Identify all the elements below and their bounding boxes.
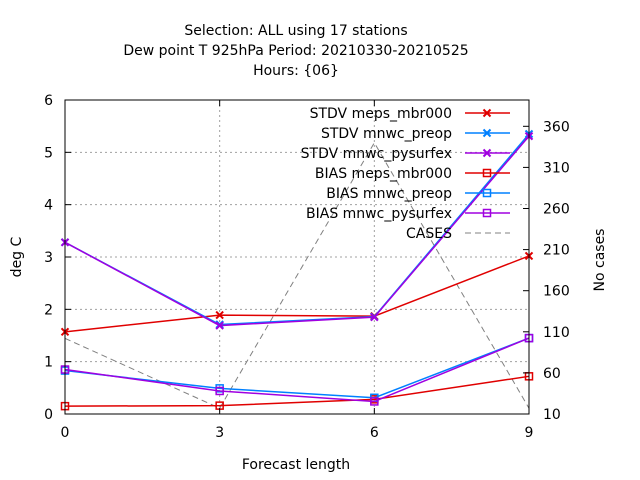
y-axis-label: deg C — [9, 236, 25, 277]
y-tick-label: 3 — [44, 250, 53, 266]
title-line-1: Selection: ALL using 17 stations — [184, 23, 407, 39]
series-lines — [60, 129, 534, 411]
y2-axis-label: No cases — [592, 229, 608, 292]
legend-label: BIAS mnwc_pysurfex — [306, 206, 452, 222]
legend-label: BIAS mnwc_preop — [326, 186, 452, 202]
legend-label: STDV mnwc_pysurfex — [301, 146, 452, 162]
y-tick-label: 0 — [44, 407, 53, 423]
legend-label: CASES — [406, 226, 452, 242]
y-tick-label: 4 — [44, 198, 53, 214]
legend-swatch-marker — [482, 128, 492, 138]
x-tick-label: 3 — [215, 425, 224, 441]
y-tick-label: 2 — [44, 302, 53, 318]
y2-tick-label: 110 — [543, 325, 570, 341]
y2-tick-label: 360 — [543, 119, 570, 135]
legend-swatch-marker — [482, 188, 492, 198]
series-line — [64, 133, 530, 326]
series-line — [64, 141, 530, 409]
legend-label: STDV mnwc_preop — [321, 126, 452, 142]
series-line — [64, 135, 530, 327]
legend-swatch-marker — [482, 148, 492, 158]
series-line — [64, 337, 530, 403]
legend-label: BIAS meps_mbr000 — [315, 166, 452, 182]
y2-tick-label: 10 — [543, 407, 561, 423]
data-point — [215, 321, 224, 330]
y2-tick-label: 260 — [543, 202, 570, 218]
y2-tick-label: 210 — [543, 243, 570, 259]
y-axis-ticks: 0 1 2 3 4 5 6 — [44, 93, 71, 423]
y2-tick-label: 60 — [543, 366, 561, 382]
series-line — [64, 255, 530, 333]
data-point-stroke-b — [370, 312, 379, 322]
x-axis-ticks: 0 3 6 9 — [61, 100, 534, 441]
legend-swatch-marker — [482, 168, 492, 178]
y-tick-label: 1 — [44, 355, 53, 371]
legend: STDV meps_mbr000 STDV mnwc_preop STDV mnwc… — [301, 106, 510, 242]
title-line-2: Dew point T 925hPa Period: 20210330-2021… — [123, 43, 468, 59]
y2-tick-label: 310 — [543, 160, 570, 176]
y-tick-label: 6 — [44, 93, 53, 109]
x-tick-label: 9 — [525, 425, 534, 441]
data-point — [215, 310, 224, 320]
chart-title: Selection: ALL using 17 stations Dew poin… — [123, 23, 468, 79]
legend-swatch-marker-stroke-b — [482, 108, 492, 118]
legend-swatch-marker-stroke-b — [482, 148, 492, 158]
x-tick-label: 0 — [61, 425, 70, 441]
title-line-3: Hours: {06} — [253, 63, 339, 79]
y2-tick-label: 160 — [543, 284, 570, 300]
x-tick-label: 6 — [370, 425, 379, 441]
data-point — [370, 397, 379, 406]
legend-swatch-marker — [482, 208, 492, 218]
legend-label: STDV meps_mbr000 — [310, 106, 452, 122]
data-point — [370, 312, 379, 322]
legend-swatch-marker — [482, 108, 492, 118]
x-axis-label: Forecast length — [242, 457, 350, 473]
grid — [65, 100, 529, 414]
y2-axis-ticks: 10 60 110 160 210 260 310 360 — [523, 119, 570, 423]
data-point-stroke-b — [215, 310, 224, 320]
series-line — [64, 337, 530, 399]
data-point — [215, 386, 224, 396]
series-line — [64, 375, 530, 407]
data-point-stroke-b — [215, 321, 224, 330]
y-tick-label: 5 — [44, 145, 53, 161]
legend-swatch-marker-stroke-b — [482, 128, 492, 138]
